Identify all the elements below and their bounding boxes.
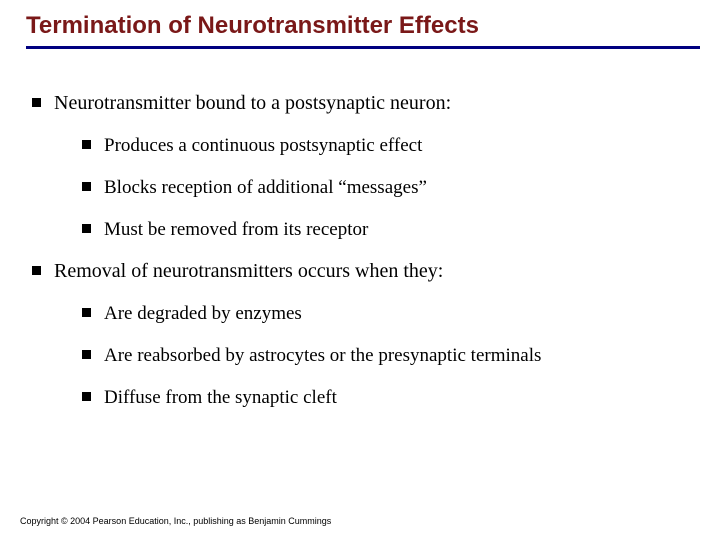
bullet-text: Must be removed from its receptor [104, 219, 368, 240]
bullet-text: Are reabsorbed by astrocytes or the pres… [104, 345, 541, 366]
list-item: Are degraded by enzymes [82, 302, 700, 326]
list-item: Produces a continuous postsynaptic effec… [82, 134, 700, 158]
slide: Termination of Neurotransmitter Effects … [0, 0, 720, 540]
list-item: Must be removed from its receptor [82, 218, 700, 242]
sub-bullet-list: Produces a continuous postsynaptic effec… [82, 134, 700, 241]
bullet-text: Blocks reception of additional “messages… [104, 177, 427, 198]
list-item: Removal of neurotransmitters occurs when… [32, 259, 700, 409]
list-item: Are reabsorbed by astrocytes or the pres… [82, 344, 700, 368]
bullet-text: Produces a continuous postsynaptic effec… [104, 135, 422, 156]
bullet-text: Diffuse from the synaptic cleft [104, 387, 337, 408]
bullet-text: Are degraded by enzymes [104, 303, 302, 324]
slide-title: Termination of Neurotransmitter Effects [26, 12, 700, 46]
bullet-text: Removal of neurotransmitters occurs when… [54, 260, 443, 282]
list-item: Diffuse from the synaptic cleft [82, 386, 700, 410]
bullet-text: Neurotransmitter bound to a postsynaptic… [54, 92, 451, 114]
list-item: Neurotransmitter bound to a postsynaptic… [32, 91, 700, 241]
copyright-text: Copyright © 2004 Pearson Education, Inc.… [20, 516, 331, 526]
title-underline [26, 46, 700, 49]
sub-bullet-list: Are degraded by enzymes Are reabsorbed b… [82, 302, 700, 409]
bullet-list: Neurotransmitter bound to a postsynaptic… [32, 91, 700, 410]
list-item: Blocks reception of additional “messages… [82, 176, 700, 200]
